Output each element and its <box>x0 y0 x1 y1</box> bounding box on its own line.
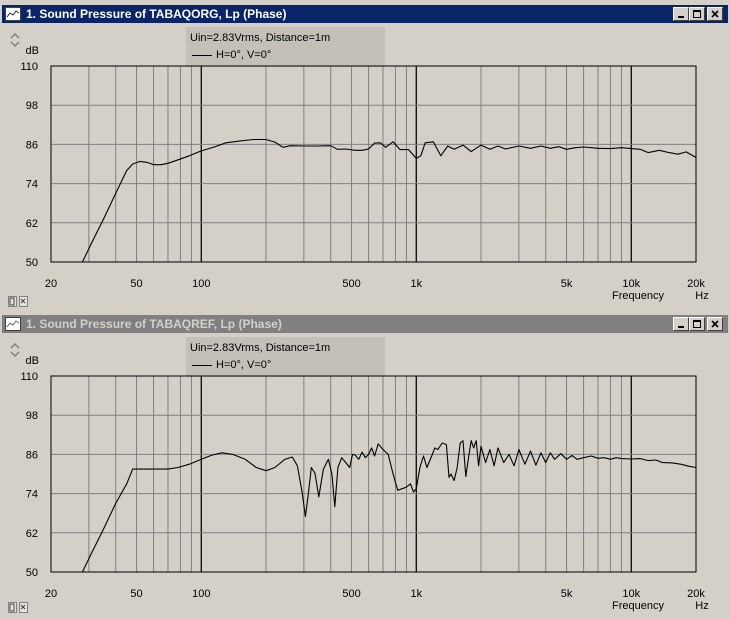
x-tick-label: 20 <box>45 278 57 290</box>
window-tabaqref: 1. Sound Pressure of TABAQREF, Lp (Phase… <box>0 310 730 616</box>
close-button[interactable] <box>707 317 723 331</box>
x-tick-label: 100 <box>192 278 210 290</box>
legend-swatch <box>192 365 212 366</box>
x-axis-label: Frequency <box>612 600 664 612</box>
x-tick-label: 20 <box>45 588 57 600</box>
close-button[interactable] <box>707 7 723 21</box>
title-bar[interactable]: 1. Sound Pressure of TABAQORG, Lp (Phase… <box>2 5 728 23</box>
x-tick-label: 20k <box>687 588 705 600</box>
x-tick-label: 1k <box>410 588 422 600</box>
collapse-icon[interactable] <box>19 296 28 307</box>
legend-label: H=0°, V=0° <box>216 49 272 61</box>
x-tick-label: 10k <box>622 588 640 600</box>
plot-frame <box>50 65 697 263</box>
scroll-updown-icon[interactable] <box>8 32 22 48</box>
y-axis-label: dB <box>26 45 39 57</box>
y-tick-label: 74 <box>26 179 38 191</box>
title-bar[interactable]: 1. Sound Pressure of TABAQREF, Lp (Phase… <box>2 315 728 333</box>
chart-annotation-box: Uin=2.83Vrms, Distance=1m H=0°, V=0° <box>186 27 385 67</box>
page-icon[interactable] <box>8 296 17 307</box>
legend-label: H=0°, V=0° <box>216 359 272 371</box>
y-tick-label: 98 <box>26 100 38 112</box>
y-tick-label: 50 <box>26 257 38 269</box>
x-tick-label: 5k <box>561 588 573 600</box>
window-tabaqorg: 1. Sound Pressure of TABAQORG, Lp (Phase… <box>0 0 730 309</box>
frequency-response-chart: 110 98 86 74 62 50 dB 20 50 100 500 1k 5k 10k 20k Frequ… <box>0 346 730 619</box>
y-tick-label: 50 <box>26 567 38 579</box>
measurement-conditions: Uin=2.83Vrms, Distance=1m <box>190 32 331 44</box>
chart-annotation-box: Uin=2.83Vrms, Distance=1m H=0°, V=0° <box>186 337 385 377</box>
graph-window-icon[interactable] <box>5 317 21 331</box>
page-icon[interactable] <box>8 602 17 613</box>
collapse-icon[interactable] <box>19 602 28 613</box>
y-tick-label: 74 <box>26 489 38 501</box>
frequency-response-chart: 110 98 86 74 62 50 dB 20 50 100 500 1k 5k 10k 20k Frequ… <box>0 36 730 309</box>
series-line <box>51 440 697 573</box>
x-tick-label: 1k <box>410 278 422 290</box>
x-tick-label: 50 <box>130 278 142 290</box>
x-tick-label: 20k <box>687 278 705 290</box>
minimize-button[interactable] <box>673 317 689 331</box>
x-tick-label: 10k <box>622 278 640 290</box>
scroll-updown-icon[interactable] <box>8 342 22 358</box>
series-line <box>51 138 697 263</box>
y-tick-label: 86 <box>26 139 38 151</box>
minimize-button[interactable] <box>673 7 689 21</box>
x-axis-unit: Hz <box>695 290 708 302</box>
y-tick-label: 62 <box>26 218 38 230</box>
maximize-button[interactable] <box>689 7 705 21</box>
x-tick-label: 500 <box>342 278 360 290</box>
x-axis-label: Frequency <box>612 290 664 302</box>
x-tick-label: 50 <box>130 588 142 600</box>
measurement-conditions: Uin=2.83Vrms, Distance=1m <box>190 342 331 354</box>
x-tick-label: 100 <box>192 588 210 600</box>
window-title: 1. Sound Pressure of TABAQREF, Lp (Phase… <box>26 317 282 331</box>
x-axis-unit: Hz <box>695 600 708 612</box>
y-tick-label: 98 <box>26 410 38 422</box>
x-tick-label: 500 <box>342 588 360 600</box>
window-title: 1. Sound Pressure of TABAQORG, Lp (Phase… <box>26 7 287 21</box>
legend-swatch <box>192 55 212 56</box>
y-tick-label: 86 <box>26 449 38 461</box>
graph-window-icon[interactable] <box>5 7 21 21</box>
plot-frame <box>50 375 697 573</box>
x-tick-label: 5k <box>561 278 573 290</box>
y-tick-label: 110 <box>20 61 38 73</box>
y-tick-label: 62 <box>26 528 38 540</box>
y-tick-label: 110 <box>20 371 38 383</box>
maximize-button[interactable] <box>689 317 705 331</box>
y-axis-label: dB <box>26 355 39 367</box>
